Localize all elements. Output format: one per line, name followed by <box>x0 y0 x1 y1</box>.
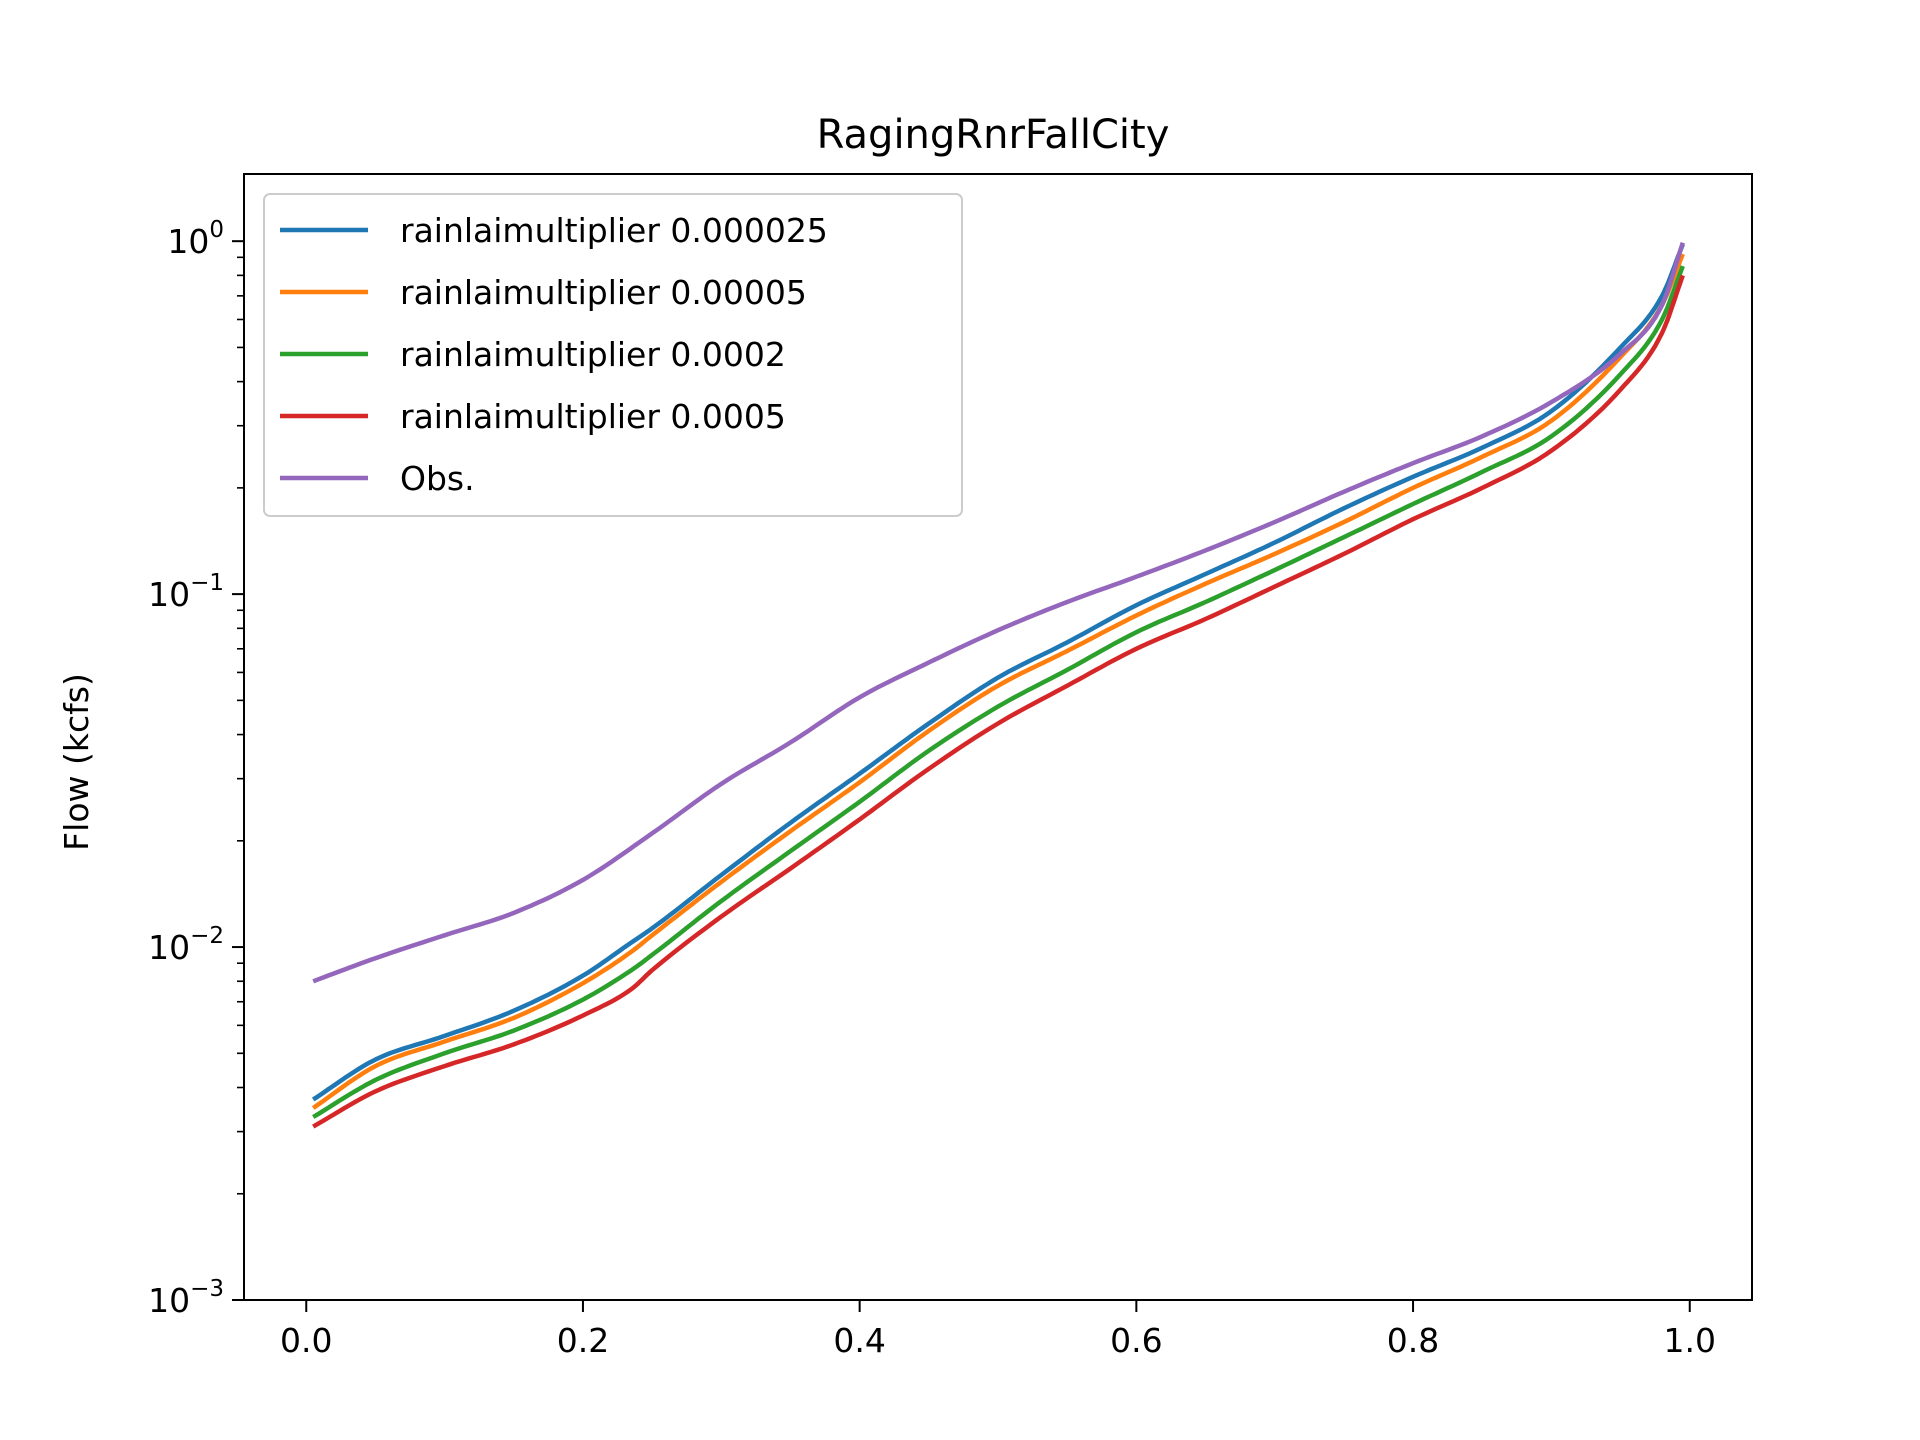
x-tick-label-2: 0.4 <box>833 1321 885 1360</box>
legend-label-2: rainlaimultiplier 0.0002 <box>400 335 786 374</box>
x-tick-label-0: 0.0 <box>280 1321 332 1360</box>
legend-box <box>263 193 963 517</box>
legend-label-0: rainlaimultiplier 0.000025 <box>400 211 828 250</box>
series-line-4 <box>312 242 1685 984</box>
plot-area-frame <box>243 173 1753 1301</box>
series-layer <box>311 242 1685 1129</box>
y-axis-label: Flow (kcfs) <box>57 673 96 851</box>
x-tick-label-5: 1.0 <box>1664 1321 1716 1360</box>
x-tick-label-1: 0.2 <box>557 1321 609 1360</box>
series-line-0 <box>311 243 1685 1102</box>
series-line-3 <box>312 274 1685 1129</box>
legend: rainlaimultiplier 0.000025 rainlaimultipl… <box>263 193 963 517</box>
y-tick-label-3: 100 <box>167 217 224 261</box>
y-tick-label-0: 10−3 <box>148 1276 224 1320</box>
legend-label-1: rainlaimultiplier 0.00005 <box>400 273 807 312</box>
legend-label-4: Obs. <box>400 459 475 498</box>
chart-title: RagingRnrFallCity <box>817 112 1170 158</box>
y-tick-label-1: 10−2 <box>148 923 224 967</box>
legend-label-3: rainlaimultiplier 0.0005 <box>400 397 786 436</box>
series-line-1 <box>311 253 1685 1110</box>
x-axis-ticks: 0.0 0.2 0.4 0.6 0.8 1.0 <box>280 1300 1716 1360</box>
x-tick-label-4: 0.8 <box>1387 1321 1439 1360</box>
y-axis-ticks: 10−3 10−2 10−1 100 <box>148 217 244 1320</box>
series-line-2 <box>312 265 1685 1119</box>
y-tick-label-2: 10−1 <box>148 570 224 614</box>
x-tick-label-3: 0.6 <box>1110 1321 1162 1360</box>
